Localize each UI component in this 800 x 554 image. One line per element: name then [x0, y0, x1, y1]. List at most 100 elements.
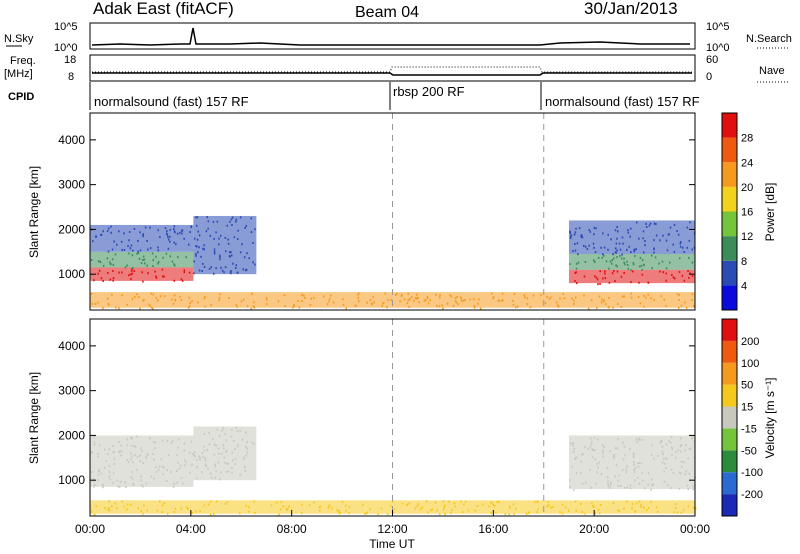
- power-speck: [231, 223, 233, 226]
- velocity-speck: [243, 458, 245, 461]
- power-speck: [643, 264, 645, 267]
- velocity-speck: [617, 479, 619, 482]
- velocity-speck: [173, 511, 175, 514]
- velocity-speck: [692, 485, 694, 488]
- velocity-speck: [366, 511, 368, 514]
- velocity-speck: [640, 462, 643, 465]
- power-speck: [183, 269, 186, 272]
- power-speck: [676, 293, 679, 296]
- velocity-speck: [243, 465, 246, 468]
- velocity-speck: [226, 501, 229, 504]
- power-speck: [134, 296, 136, 299]
- power-speck: [685, 306, 688, 309]
- velocity-speck: [615, 464, 618, 467]
- velocity-speck: [301, 503, 303, 506]
- power-speck: [246, 252, 248, 255]
- velocity-speck: [408, 502, 411, 505]
- power-speck: [181, 229, 184, 232]
- velocity-speck: [617, 509, 619, 512]
- velocity-speck: [624, 486, 626, 489]
- power-speck: [611, 259, 614, 262]
- power-speck: [615, 242, 618, 245]
- power-colorbar-swatch: [722, 236, 737, 261]
- power-speck: [671, 273, 673, 276]
- velocity-speck: [657, 454, 659, 457]
- power-speck: [149, 226, 151, 229]
- power-speck: [136, 252, 138, 255]
- power-speck: [309, 304, 312, 307]
- power-speck: [587, 307, 590, 310]
- power-speck: [137, 252, 140, 255]
- power-colorbar-tick: 16: [741, 207, 753, 219]
- power-speck: [253, 306, 256, 309]
- power-speck: [600, 301, 603, 304]
- power-speck: [386, 306, 388, 309]
- power-speck: [366, 301, 368, 304]
- velocity-speck: [236, 430, 239, 433]
- power-speck: [594, 275, 596, 278]
- power-speck: [239, 251, 242, 254]
- velocity-speck: [685, 443, 687, 446]
- velocity-colorbar-swatch: [722, 472, 737, 495]
- velocity-speck: [131, 455, 133, 458]
- velocity-speck: [163, 466, 165, 469]
- power-speck: [610, 238, 612, 241]
- velocity-speck: [633, 463, 635, 466]
- velocity-speck: [243, 456, 245, 459]
- velocity-speck: [674, 506, 677, 509]
- velocity-speck: [231, 466, 233, 469]
- velocity-speck: [580, 502, 582, 505]
- power-speck: [415, 297, 418, 300]
- velocity-speck: [681, 465, 683, 468]
- velocity-speck: [108, 500, 111, 503]
- velocity-colorbar-swatch: [722, 362, 737, 385]
- velocity-speck: [230, 435, 233, 438]
- velocity-speck: [665, 443, 668, 446]
- time-tick-label: 16:00: [478, 522, 508, 536]
- power-speck: [627, 231, 630, 234]
- power-speck: [124, 266, 127, 269]
- velocity-speck: [186, 506, 188, 509]
- velocity-colorbar-tick: -50: [741, 445, 757, 457]
- power-speck: [108, 227, 110, 230]
- power-speck: [128, 252, 130, 255]
- power-speck: [632, 270, 634, 273]
- velocity-speck: [121, 500, 123, 503]
- power-speck: [637, 296, 640, 299]
- power-speck: [121, 271, 123, 274]
- power-speck: [195, 216, 197, 219]
- nsky-tick-bottom: 10^0: [54, 42, 78, 54]
- velocity-speck: [431, 508, 433, 511]
- power-speck: [635, 221, 638, 224]
- velocity-speck: [694, 507, 697, 510]
- power-speck: [277, 300, 280, 303]
- power-band-1: [90, 251, 194, 268]
- power-speck: [244, 269, 247, 272]
- power-speck: [181, 232, 183, 235]
- power-speck: [218, 243, 220, 246]
- velocity-speck: [344, 504, 347, 507]
- velocity-speck: [113, 450, 115, 453]
- power-speck: [106, 257, 109, 260]
- power-speck: [623, 272, 625, 275]
- velocity-speck: [650, 454, 653, 457]
- velocity-speck: [286, 508, 289, 511]
- velocity-speck: [527, 512, 530, 515]
- velocity-speck: [570, 442, 572, 445]
- power-speck: [139, 307, 141, 310]
- power-speck: [230, 272, 232, 275]
- power-speck: [213, 248, 216, 251]
- velocity-speck: [572, 444, 574, 447]
- velocity-speck: [686, 484, 689, 487]
- power-colorbar-swatch: [722, 137, 737, 163]
- velocity-speck: [231, 428, 233, 431]
- velocity-speck: [645, 509, 648, 512]
- velocity-speck: [101, 484, 104, 487]
- velocity-speck: [682, 461, 685, 464]
- velocity-speck: [93, 513, 96, 516]
- power-speck: [595, 227, 597, 230]
- power-speck: [610, 262, 613, 265]
- power-speck: [641, 268, 643, 271]
- velocity-speck: [112, 445, 114, 448]
- velocity-speck: [93, 485, 95, 488]
